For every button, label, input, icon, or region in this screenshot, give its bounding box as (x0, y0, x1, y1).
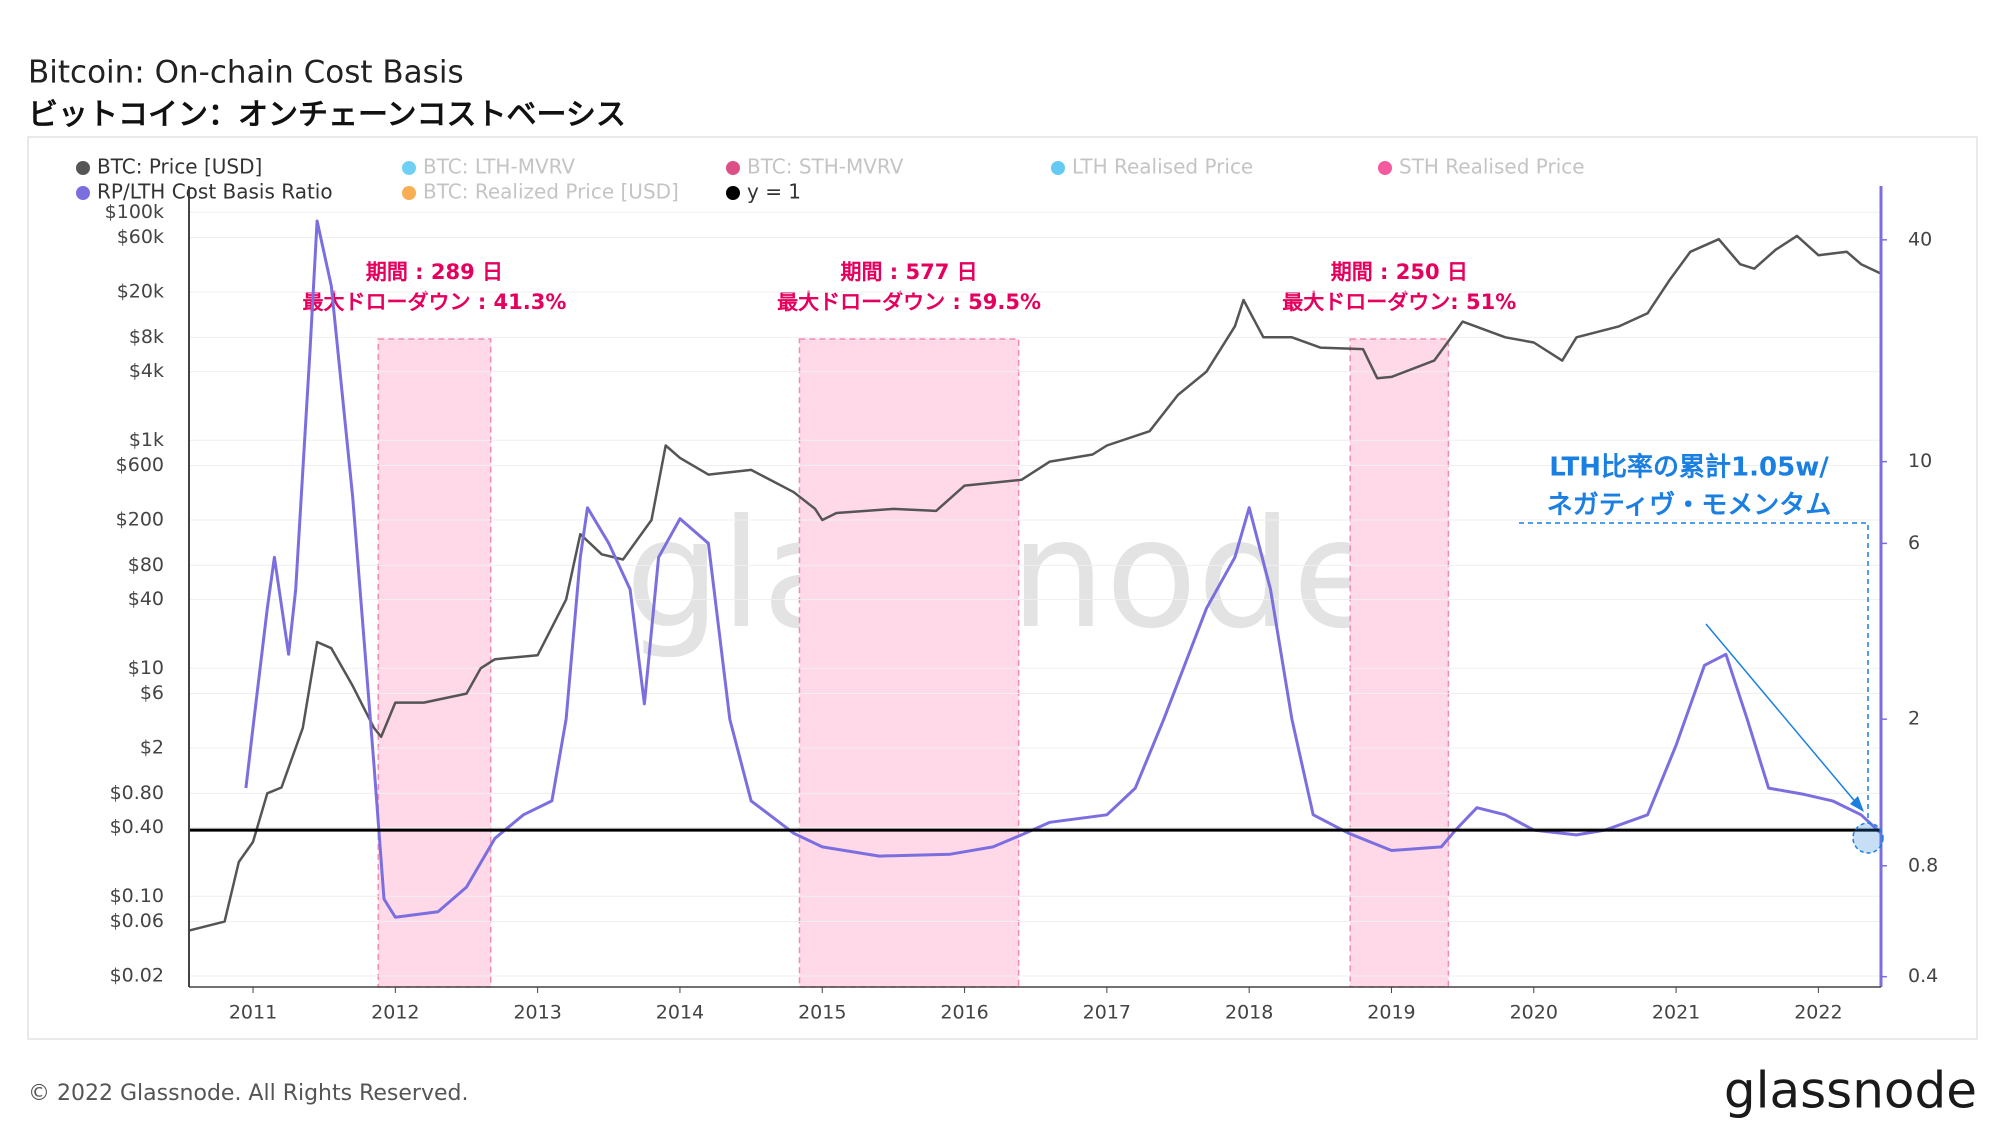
legend-label: y = 1 (747, 180, 801, 204)
grid: $100k $60k $20k $8k $4k $1k $600 $200 $80 $40 $10 $… (105, 201, 1939, 1024)
period-shade (1349, 338, 1450, 988)
y-tick-label: $200 (116, 508, 164, 530)
legend-dot (76, 186, 90, 200)
y-tick-label: $8k (129, 326, 164, 348)
y-tick-label: $40 (128, 588, 164, 610)
y-tick-label: $80 (128, 554, 164, 576)
x-tick-label: 2016 (940, 1002, 988, 1024)
legend-dot (1378, 161, 1392, 175)
x-tick-label: 2020 (1510, 1002, 1558, 1024)
series-line (244, 219, 1883, 919)
x-tick-label: 2021 (1652, 1002, 1700, 1024)
chart-subtitle: ビットコイン：オンチェーンコストベーシス (28, 98, 626, 133)
y-tick-label: $0.10 (110, 885, 164, 907)
y-tick-label: $0.80 (110, 782, 164, 804)
legend-dot (402, 161, 416, 175)
logo: glassnode (1724, 1062, 1977, 1120)
trend-arrow-head (1850, 796, 1864, 812)
trend-arrow (1705, 623, 1859, 806)
period-label: 最大ドローダウン: 51% (1282, 290, 1516, 314)
y-tick-label: $100k (105, 201, 164, 223)
period-label: 期間 : 250 日 (1331, 260, 1468, 284)
legend-dot (402, 186, 416, 200)
legend-label: LTH Realised Price (1072, 155, 1253, 179)
y-tick-label: $0.40 (110, 816, 164, 838)
period-shade (798, 338, 1020, 988)
x-tick-label: 2012 (371, 1002, 419, 1024)
legend-label: BTC: STH-MVRV (747, 155, 904, 179)
period-shade (377, 338, 492, 988)
legend-label: BTC: Price [USD] (97, 155, 262, 179)
legend-label: RP/LTH Cost Basis Ratio (97, 180, 333, 204)
y2-tick-label: 10 (1908, 450, 1932, 472)
y-tick-label: $6 (140, 682, 164, 704)
y-tick-label: $10 (128, 657, 164, 679)
legend-dot (726, 186, 740, 200)
legend-label: BTC: Realized Price [USD] (423, 180, 679, 204)
y-tick-label: $60k (117, 226, 164, 248)
legend-dot (76, 161, 90, 175)
chart-frame (27, 136, 1978, 1040)
footer: © 2022 Glassnode. All Rights Reserved. (28, 1081, 468, 1106)
x-tick-label: 2018 (1225, 1002, 1273, 1024)
y2-tick-label: 40 (1908, 228, 1932, 250)
x-tick-label: 2015 (798, 1002, 846, 1024)
period-label: 期間 : 577 日 (840, 260, 977, 284)
x-tick-label: 2011 (229, 1002, 277, 1024)
annotation-bracket (1519, 522, 1869, 822)
period-label: 期間 : 289 日 (366, 260, 503, 284)
x-tick-label: 2022 (1794, 1002, 1842, 1024)
x-tick-label: 2014 (656, 1002, 704, 1024)
y-tick-label: $2 (140, 736, 164, 758)
legend-dot (726, 161, 740, 175)
legend-label: BTC: LTH-MVRV (423, 155, 575, 179)
y2-tick-label: 0.8 (1908, 854, 1938, 876)
legend: BTC: Price [USD] BTC: LTH-MVRV BTC: STH-MV… (76, 155, 1585, 204)
legend-dot (1051, 161, 1065, 175)
chart-title: Bitcoin: On-chain Cost Basis (28, 55, 464, 91)
x-tick-label: 2017 (1083, 1002, 1131, 1024)
legend-label: STH Realised Price (1399, 155, 1585, 179)
y2-tick-label: 0.4 (1908, 965, 1938, 987)
period-label: 最大ドローダウン : 59.5% (777, 290, 1041, 314)
x-tick-label: 2019 (1367, 1002, 1415, 1024)
y-tick-label: $20k (117, 280, 164, 302)
y-tick-label: $4k (129, 360, 164, 382)
y2-tick-label: 6 (1908, 532, 1920, 554)
y-tick-label: $1k (129, 429, 164, 451)
y-tick-label: $0.06 (110, 910, 164, 932)
series-line (188, 234, 1882, 932)
y-tick-label: $0.02 (110, 964, 164, 986)
period-label: 最大ドローダウン : 41.3% (303, 290, 567, 314)
annotation-line: ネガティヴ・モメンタム (1547, 490, 1831, 521)
y-tick-label: $600 (116, 454, 164, 476)
annotation-line: LTH比率の累計1.05w/ (1549, 452, 1829, 483)
x-tick-label: 2013 (513, 1002, 561, 1024)
y2-tick-label: 2 (1908, 708, 1920, 730)
highlight-circle (1852, 822, 1884, 854)
lines (188, 219, 1883, 932)
